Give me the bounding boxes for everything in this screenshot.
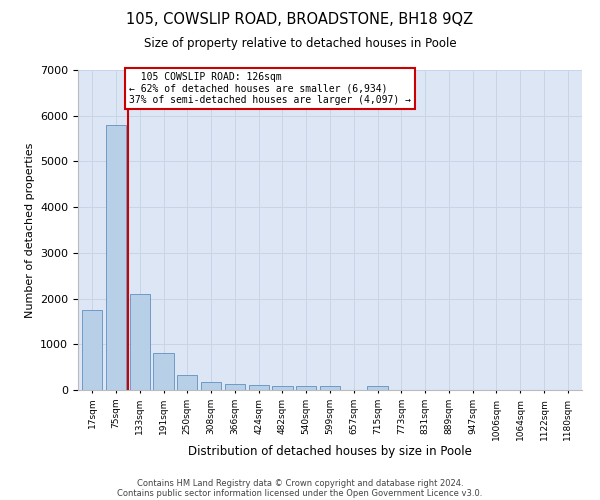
Bar — [320, 386, 340, 390]
Y-axis label: Number of detached properties: Number of detached properties — [25, 142, 35, 318]
Text: 105, COWSLIP ROAD, BROADSTONE, BH18 9QZ: 105, COWSLIP ROAD, BROADSTONE, BH18 9QZ — [127, 12, 473, 28]
Text: Size of property relative to detached houses in Poole: Size of property relative to detached ho… — [143, 38, 457, 51]
Bar — [201, 382, 221, 390]
Bar — [177, 375, 197, 390]
Text: Contains public sector information licensed under the Open Government Licence v3: Contains public sector information licen… — [118, 488, 482, 498]
Bar — [296, 386, 316, 390]
Text: 105 COWSLIP ROAD: 126sqm
← 62% of detached houses are smaller (6,934)
37% of sem: 105 COWSLIP ROAD: 126sqm ← 62% of detach… — [129, 72, 411, 106]
Text: Contains HM Land Registry data © Crown copyright and database right 2024.: Contains HM Land Registry data © Crown c… — [137, 478, 463, 488]
Bar — [130, 294, 150, 390]
Bar — [154, 354, 173, 390]
Bar — [248, 386, 269, 390]
Bar — [82, 310, 103, 390]
X-axis label: Distribution of detached houses by size in Poole: Distribution of detached houses by size … — [188, 446, 472, 458]
Bar — [272, 386, 293, 390]
Bar — [367, 386, 388, 390]
Bar — [106, 125, 126, 390]
Bar — [225, 384, 245, 390]
